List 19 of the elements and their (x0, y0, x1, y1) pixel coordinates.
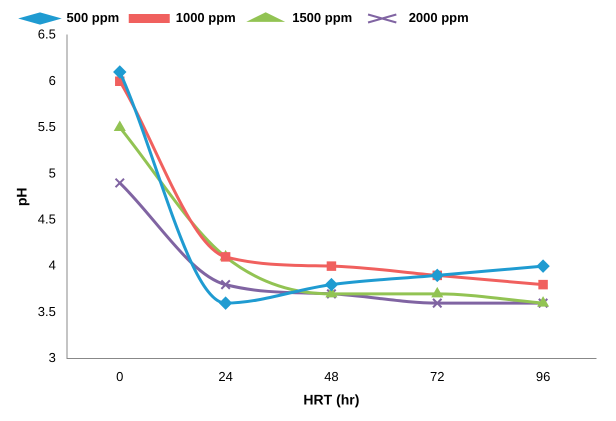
y-tick-label: 3 (48, 350, 56, 366)
y-tick-label: 4 (48, 258, 56, 273)
legend-label: 2000 ppm (408, 10, 469, 26)
legend-label: 500 ppm (66, 10, 120, 26)
x-tick-label: 96 (536, 368, 550, 384)
x-tick-label: 48 (324, 368, 339, 384)
legend-label: 1500 ppm (292, 10, 352, 26)
y-tick-label: 6.5 (38, 26, 56, 42)
x-tick-label: 72 (430, 368, 444, 384)
y-tick-label: 6 (48, 72, 56, 88)
x-tick-label: 0 (116, 368, 124, 384)
x-tick-label: 24 (218, 368, 233, 384)
y-tick-label: 4.5 (38, 211, 56, 226)
y-tick-label: 3.5 (38, 304, 56, 319)
x-axis-title: HRT (hr) (303, 391, 360, 408)
y-axis-title: pH (13, 187, 30, 206)
y-tick-label: 5.5 (38, 119, 56, 134)
y-tick-label: 5 (48, 165, 56, 180)
legend-label: 1000 ppm (176, 10, 236, 26)
